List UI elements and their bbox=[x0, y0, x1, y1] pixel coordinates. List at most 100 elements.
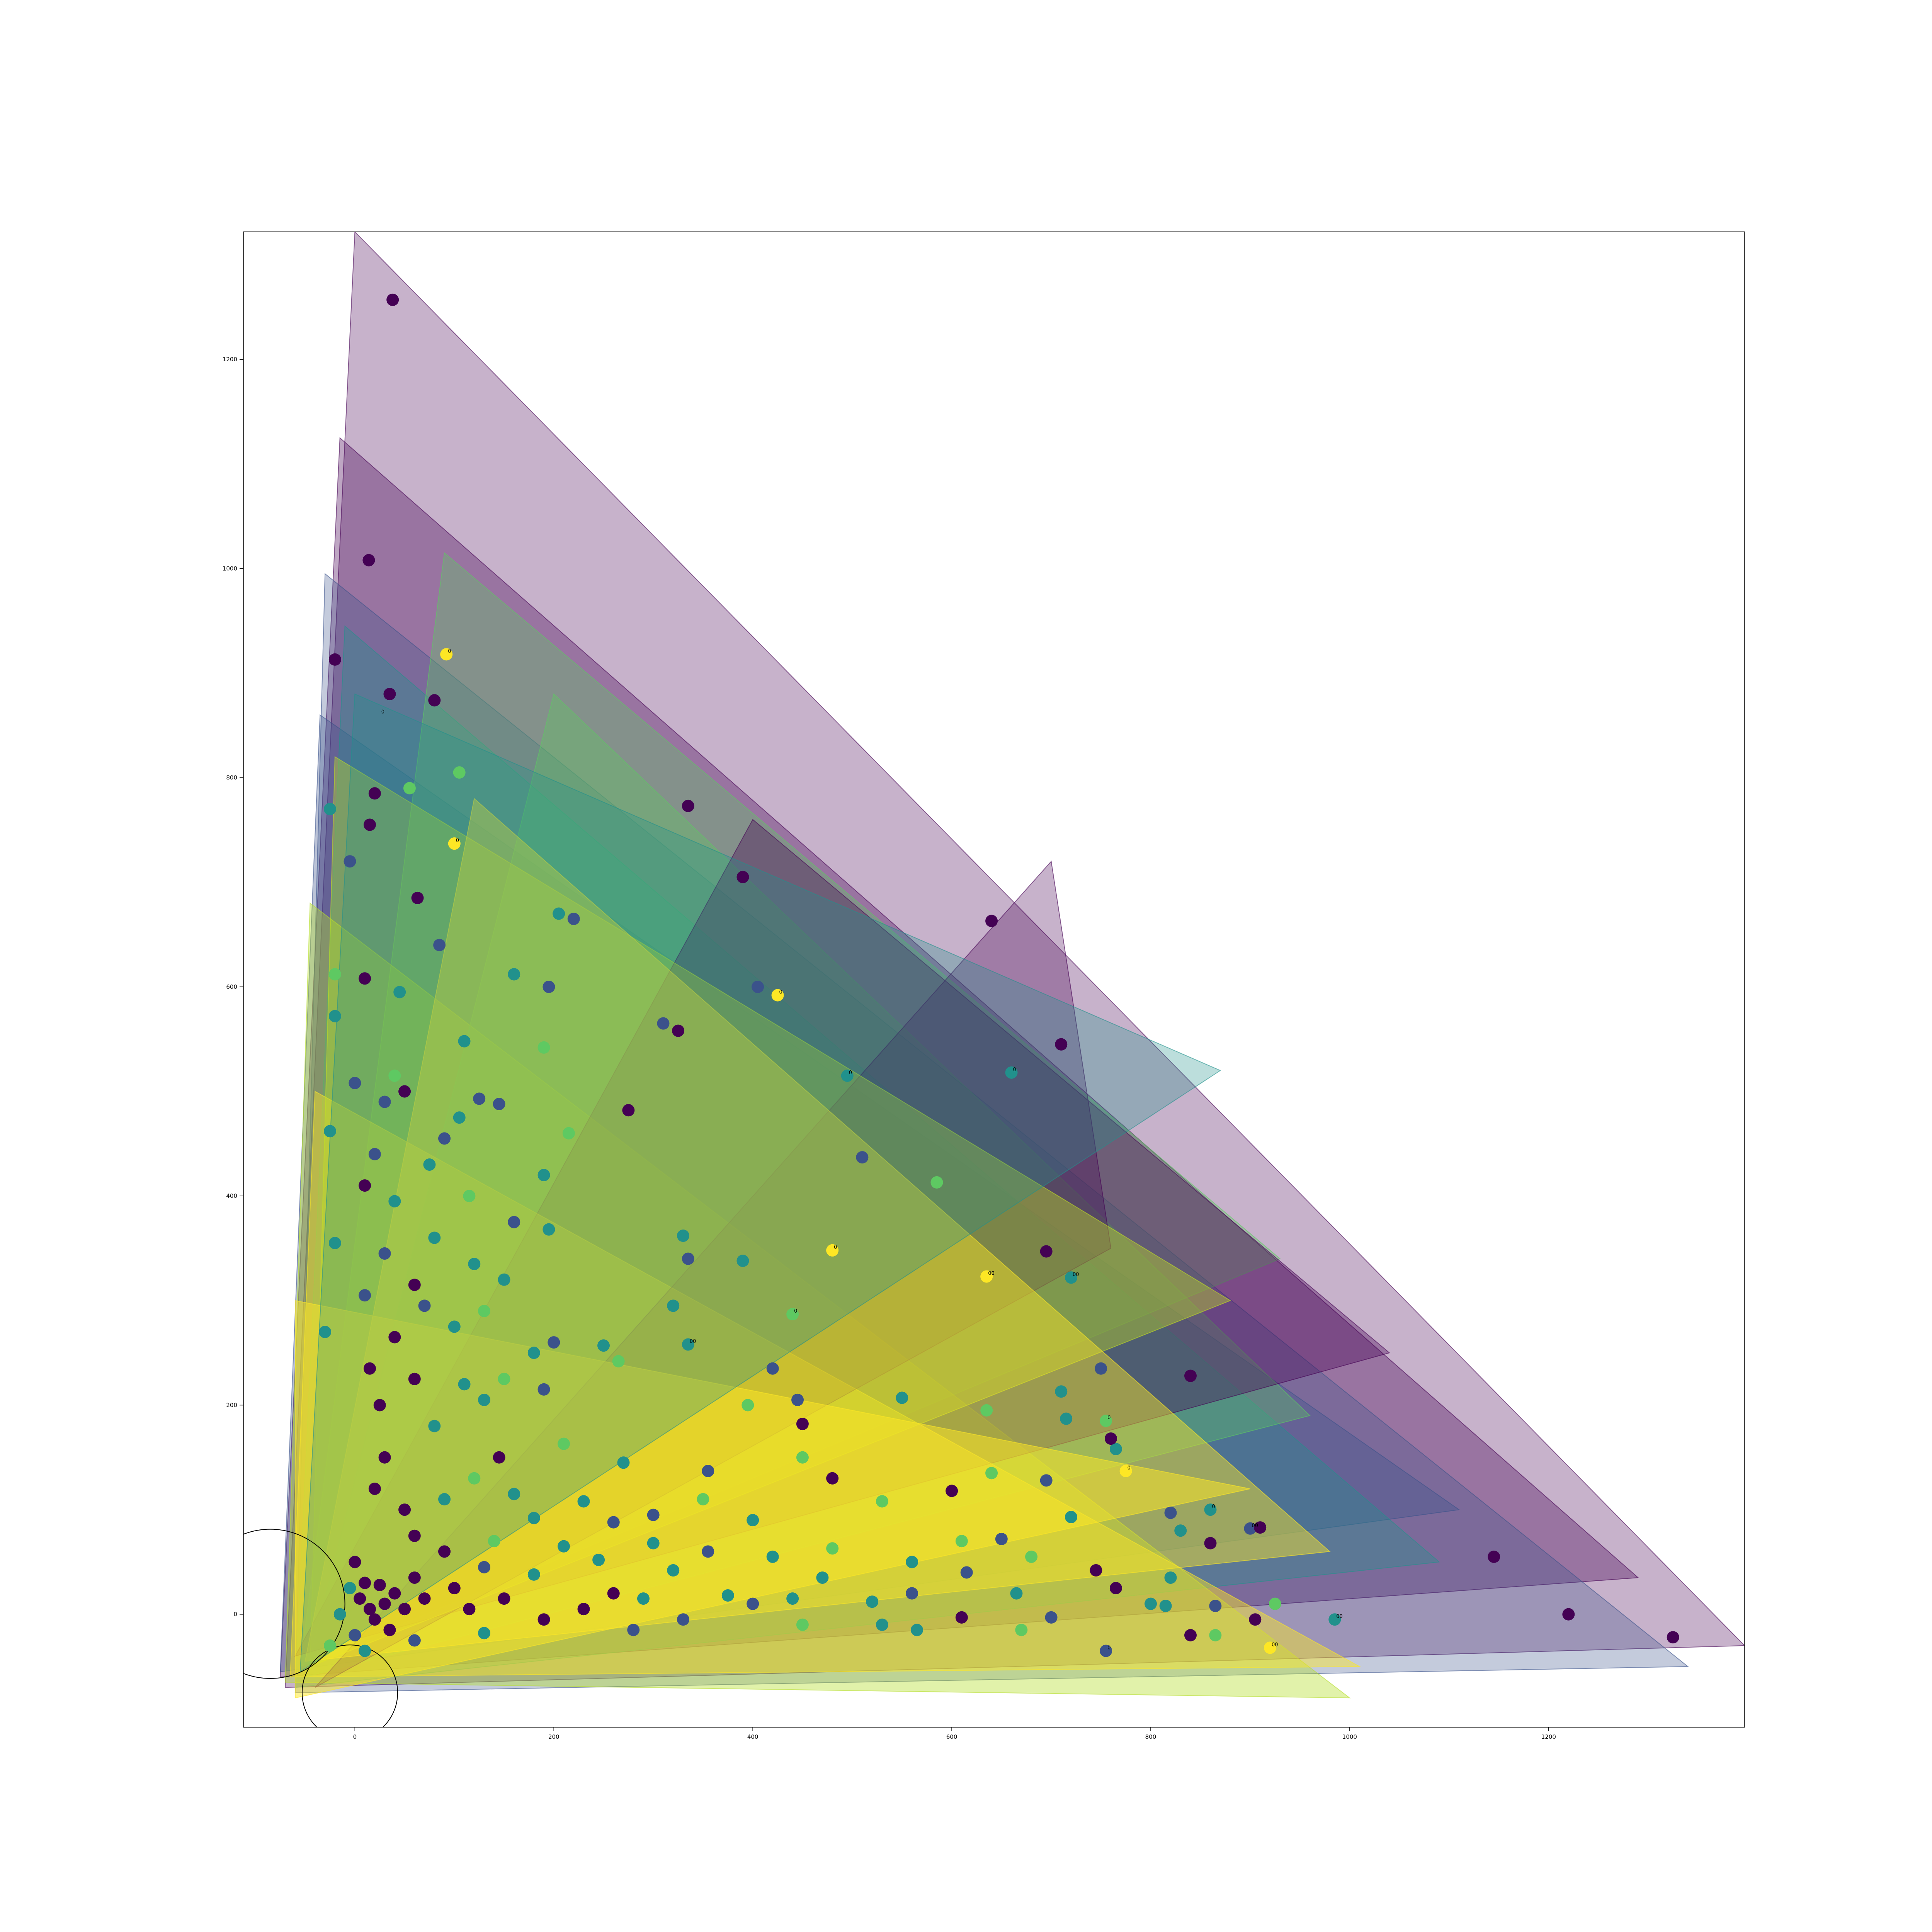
scatter-point-62 bbox=[736, 1254, 749, 1267]
scatter-point-122 bbox=[1164, 1507, 1177, 1519]
scatter-point-159 bbox=[354, 1592, 366, 1605]
scatter-point-175 bbox=[721, 1589, 734, 1602]
x-tick-label-0: 0 bbox=[353, 1733, 357, 1740]
scatter-point-24 bbox=[752, 980, 764, 993]
y-tick-label-0: 0 bbox=[233, 1611, 237, 1618]
scatter-point-90 bbox=[1055, 1385, 1068, 1398]
scatter-point-170 bbox=[463, 1603, 476, 1616]
scatter-point-44 bbox=[562, 1127, 575, 1139]
scatter-point-200 bbox=[627, 1624, 640, 1636]
scatter-point-153 bbox=[1164, 1571, 1177, 1584]
scatter-point-12 bbox=[448, 837, 461, 850]
scatter-point-172 bbox=[607, 1587, 620, 1600]
scatter-point-139 bbox=[826, 1542, 839, 1555]
scatter-point-63 bbox=[682, 1252, 694, 1265]
scatter-point-94 bbox=[791, 1393, 804, 1406]
scatter-point-203 bbox=[1264, 1641, 1276, 1654]
scatter-point-205 bbox=[359, 1645, 371, 1657]
scatter-point-132 bbox=[408, 1529, 421, 1542]
scatter-point-112 bbox=[826, 1472, 839, 1485]
scatter-point-93 bbox=[742, 1399, 754, 1412]
scatter-point-7 bbox=[368, 787, 381, 800]
scatter-point-129 bbox=[1244, 1522, 1257, 1535]
scatter-point-120 bbox=[876, 1495, 888, 1508]
scatter-point-164 bbox=[368, 1613, 381, 1626]
scatter-point-30 bbox=[458, 1035, 471, 1048]
scatter-point-188 bbox=[1328, 1613, 1341, 1626]
triangle-layer bbox=[280, 232, 1745, 1699]
scatter-point-41 bbox=[378, 1095, 391, 1108]
scatter-point-28 bbox=[657, 1017, 670, 1030]
point-label-10: 00 bbox=[690, 1338, 696, 1344]
scatter-point-45 bbox=[438, 1132, 451, 1145]
scatter-point-196 bbox=[1184, 1629, 1197, 1641]
scatter-point-166 bbox=[383, 1624, 396, 1636]
scatter-point-193 bbox=[796, 1618, 809, 1631]
scatter-point-73 bbox=[786, 1308, 799, 1321]
scatter-point-38 bbox=[622, 1104, 635, 1117]
point-label-14: 00 bbox=[1252, 1523, 1258, 1529]
scatter-point-11 bbox=[363, 818, 376, 831]
scatter-point-96 bbox=[980, 1404, 993, 1417]
scatter-point-116 bbox=[508, 1488, 520, 1500]
scatter-point-100 bbox=[428, 1420, 441, 1432]
scatter-point-74 bbox=[448, 1320, 461, 1333]
scatter-point-60 bbox=[328, 1236, 341, 1249]
scatter-point-162 bbox=[344, 1582, 356, 1595]
scatter-point-66 bbox=[980, 1270, 993, 1283]
scatter-point-85 bbox=[1184, 1369, 1197, 1382]
scatter-point-154 bbox=[816, 1571, 829, 1584]
scatter-point-206 bbox=[323, 1639, 336, 1652]
scatter-point-124 bbox=[647, 1509, 660, 1521]
scatter-point-34 bbox=[1005, 1066, 1018, 1079]
scatter-point-155 bbox=[408, 1571, 421, 1584]
scatter-point-59 bbox=[826, 1244, 839, 1257]
scatter-point-191 bbox=[677, 1613, 689, 1626]
scatter-point-80 bbox=[527, 1347, 540, 1359]
scatter-point-39 bbox=[473, 1092, 486, 1105]
scatter-point-5 bbox=[383, 688, 396, 701]
scatter-point-189 bbox=[955, 1611, 968, 1624]
scatter-point-78 bbox=[597, 1339, 610, 1352]
scatter-point-103 bbox=[1105, 1432, 1117, 1445]
scatter-point-99 bbox=[796, 1418, 809, 1430]
scatter-point-84 bbox=[1095, 1362, 1107, 1375]
scatter-point-158 bbox=[388, 1587, 401, 1600]
scatter-point-65 bbox=[498, 1273, 510, 1286]
scatter-point-61 bbox=[378, 1247, 391, 1260]
scatter-point-144 bbox=[1025, 1550, 1038, 1563]
point-label-4: 0 bbox=[1013, 1067, 1016, 1073]
scatter-point-64 bbox=[468, 1258, 481, 1270]
scatter-point-98 bbox=[1100, 1415, 1112, 1427]
scatter-point-56 bbox=[428, 1231, 441, 1244]
scatter-point-102 bbox=[1109, 1443, 1122, 1456]
scatter-point-83 bbox=[363, 1362, 376, 1375]
scatter-point-77 bbox=[548, 1336, 560, 1349]
scatter-point-55 bbox=[543, 1223, 555, 1236]
scatter-point-26 bbox=[393, 986, 406, 998]
scatter-point-202 bbox=[408, 1634, 421, 1647]
scatter-point-178 bbox=[866, 1595, 879, 1608]
circle-layer bbox=[243, 1529, 398, 1727]
scatter-point-86 bbox=[458, 1378, 471, 1391]
point-label-7: 00 bbox=[988, 1271, 995, 1277]
scatter-point-194 bbox=[876, 1618, 888, 1631]
scatter-point-91 bbox=[478, 1393, 491, 1406]
scatter-point-176 bbox=[747, 1597, 759, 1610]
scatter-point-127 bbox=[747, 1514, 759, 1527]
scatter-point-68 bbox=[408, 1279, 421, 1291]
scatter-point-4 bbox=[428, 694, 441, 707]
scatter-point-149 bbox=[1090, 1564, 1102, 1577]
scatter-point-184 bbox=[1209, 1600, 1222, 1612]
scatter-point-198 bbox=[910, 1624, 923, 1636]
scatter-point-57 bbox=[677, 1230, 689, 1242]
y-axis-ticks: 0 200 400 600 800 1000 1200 bbox=[223, 356, 243, 1618]
scatter-point-3 bbox=[440, 648, 453, 661]
scatter-point-101 bbox=[558, 1437, 570, 1450]
y-tick-label-5: 1000 bbox=[223, 565, 237, 572]
scatter-point-76 bbox=[388, 1331, 401, 1344]
point-label-2: 0 bbox=[456, 838, 459, 844]
scatter-point-27 bbox=[328, 1010, 341, 1022]
scatter-point-15 bbox=[411, 891, 424, 904]
